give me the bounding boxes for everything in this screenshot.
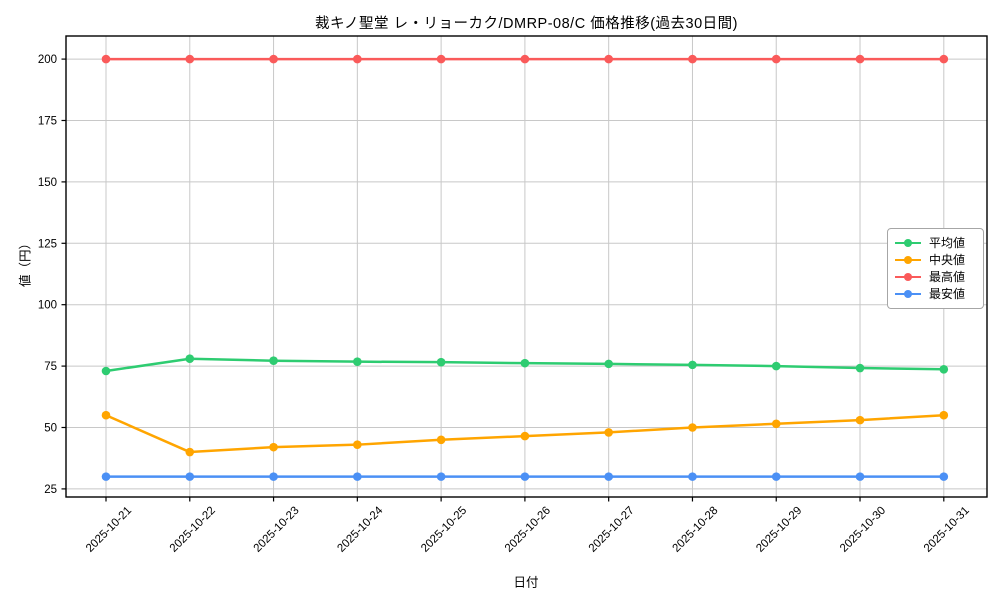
series-marker-lowest <box>939 472 949 481</box>
legend-label-average: 平均値 <box>929 236 966 250</box>
series-marker-average <box>604 359 613 369</box>
series-marker-average <box>855 363 865 373</box>
legend-item-lowest: 最安値 <box>895 288 976 300</box>
series-marker-median <box>855 415 865 425</box>
legend-swatch-median-icon <box>895 256 921 264</box>
series-marker-average <box>771 361 781 371</box>
legend-item-highest: 最高値 <box>895 271 976 283</box>
series-marker-median <box>101 410 111 420</box>
x-tick-label-2025-10-31: 2025-10-31 <box>922 505 972 555</box>
x-tick-label-2025-10-28: 2025-10-28 <box>670 505 720 555</box>
series-marker-average <box>688 360 697 370</box>
series-marker-median <box>520 431 530 441</box>
series-marker-highest <box>688 54 697 64</box>
series-marker-lowest <box>688 472 697 481</box>
series-marker-average <box>101 366 111 376</box>
y-tick-label-75: 75 <box>44 361 57 373</box>
chart-title: 裁キノ聖堂 レ・リョーカク/DMRP-08/C 価格推移(過去30日間) <box>314 16 738 32</box>
x-tick-label-2025-10-22: 2025-10-22 <box>168 505 218 555</box>
y-tick-label-175: 175 <box>38 115 57 127</box>
series-marker-highest <box>520 54 530 64</box>
y-tick-label-125: 125 <box>38 238 57 250</box>
legend: 平均値中央値最高値最安値 <box>887 228 984 309</box>
series-marker-highest <box>939 54 949 64</box>
series-marker-highest <box>101 54 111 64</box>
series-marker-average <box>436 357 446 367</box>
series-marker-lowest <box>269 472 278 481</box>
series-marker-average <box>185 354 195 364</box>
series-marker-lowest <box>436 472 446 481</box>
series-marker-lowest <box>353 472 362 481</box>
legend-swatch-highest-icon <box>895 273 921 281</box>
series-marker-highest <box>771 54 781 64</box>
x-tick-label-2025-10-26: 2025-10-26 <box>503 505 553 555</box>
series-marker-highest <box>269 54 278 64</box>
y-tick-label-100: 100 <box>38 300 57 312</box>
x-tick-label-2025-10-29: 2025-10-29 <box>754 505 804 555</box>
x-tick-label-2025-10-23: 2025-10-23 <box>252 505 302 555</box>
x-tick-label-2025-10-30: 2025-10-30 <box>838 505 888 555</box>
series-marker-highest <box>604 54 613 64</box>
series-marker-median <box>353 440 362 449</box>
legend-marker-highest-icon <box>904 273 912 281</box>
series-marker-average <box>939 364 949 374</box>
series-marker-lowest <box>185 472 195 481</box>
legend-label-lowest: 最安値 <box>929 287 966 301</box>
legend-marker-lowest-icon <box>904 290 912 298</box>
series-marker-lowest <box>604 472 613 481</box>
series-marker-highest <box>185 54 195 64</box>
y-tick-label-150: 150 <box>38 177 57 189</box>
series-marker-median <box>436 435 446 445</box>
series-marker-highest <box>353 54 362 64</box>
series-marker-median <box>771 419 781 429</box>
y-tick-label-25: 25 <box>44 484 57 496</box>
series-marker-lowest <box>855 472 865 481</box>
series-marker-highest <box>855 54 865 64</box>
series-marker-lowest <box>771 472 781 481</box>
y-axis-label: 値（円） <box>18 236 33 288</box>
legend-label-highest: 最高値 <box>929 270 966 284</box>
series-marker-median <box>688 423 697 432</box>
legend-marker-median-icon <box>904 256 912 264</box>
series-marker-lowest <box>520 472 530 481</box>
series-marker-median <box>604 428 613 437</box>
plot-border <box>65 35 988 498</box>
x-tick-label-2025-10-21: 2025-10-21 <box>84 505 134 555</box>
x-axis-label: 日付 <box>513 575 539 590</box>
legend-item-median: 中央値 <box>895 254 976 266</box>
legend-label-median: 中央値 <box>929 253 966 267</box>
y-tick-label-50: 50 <box>44 422 57 434</box>
x-tick-label-2025-10-27: 2025-10-27 <box>587 505 637 555</box>
x-tick-label-2025-10-25: 2025-10-25 <box>419 505 469 555</box>
y-tick-label-200: 200 <box>38 54 57 66</box>
legend-swatch-average-icon <box>895 239 921 247</box>
series-marker-lowest <box>101 472 111 481</box>
legend-swatch-lowest-icon <box>895 290 921 298</box>
series-marker-highest <box>436 54 446 64</box>
series-marker-median <box>269 442 278 452</box>
series-marker-average <box>269 356 278 365</box>
legend-marker-average-icon <box>904 239 912 247</box>
series-marker-median <box>939 410 949 420</box>
legend-item-average: 平均値 <box>895 237 976 249</box>
x-tick-label-2025-10-24: 2025-10-24 <box>335 504 386 555</box>
series-marker-median <box>185 447 195 457</box>
series-marker-average <box>520 358 530 368</box>
series-marker-average <box>353 357 362 366</box>
